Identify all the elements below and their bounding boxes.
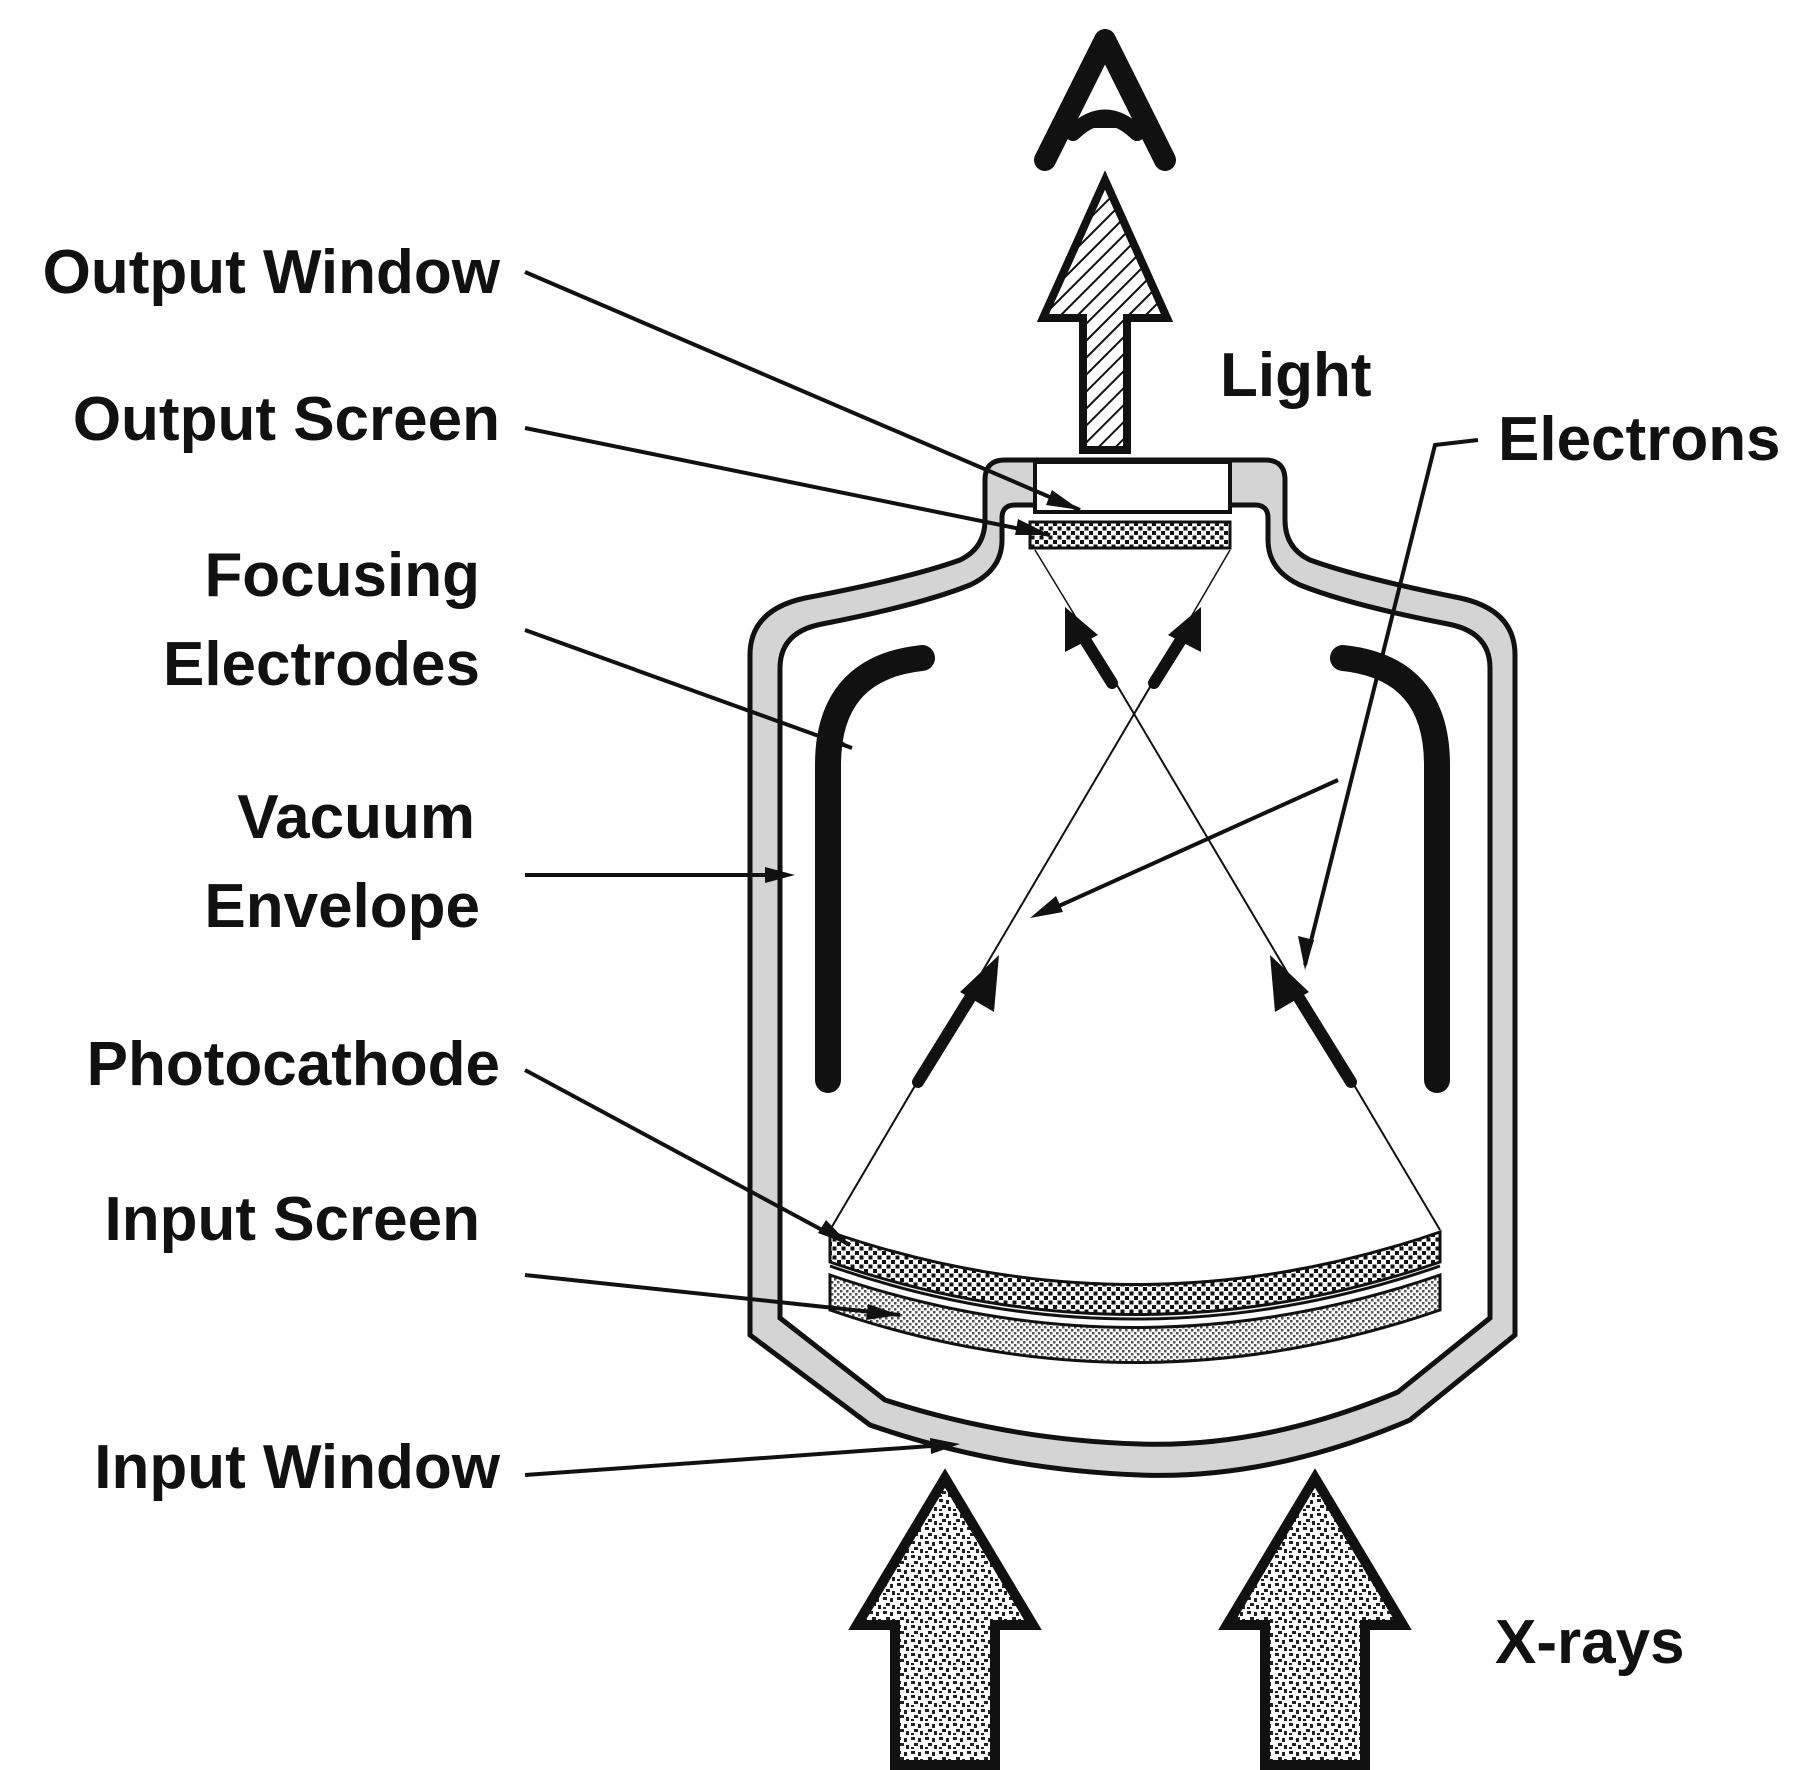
leader-arrowheads — [765, 490, 1314, 1454]
label-focusing-electrodes-line2: Electrodes — [163, 630, 480, 699]
label-input-screen: Input Screen — [104, 1185, 480, 1254]
light-arrow-icon — [1036, 170, 1174, 454]
photocathode — [828, 1229, 1442, 1316]
label-xrays: X-rays — [1495, 1608, 1685, 1677]
label-light: Light — [1220, 341, 1372, 410]
xray-arrow-right-icon — [1218, 1468, 1412, 1770]
xray-arrow-left-icon — [848, 1468, 1042, 1770]
vacuum-envelope — [747, 457, 1518, 1478]
focusing-electrode-right — [1330, 645, 1450, 1093]
label-focusing-electrodes-line1: Focusing — [204, 541, 480, 610]
label-electrons: Electrons — [1498, 405, 1781, 474]
label-output-screen: Output Screen — [73, 385, 500, 454]
label-photocathode: Photocathode — [87, 1030, 500, 1099]
electron-paths — [829, 549, 1441, 1231]
output-screen — [1028, 520, 1232, 550]
label-vacuum-envelope-line2: Envelope — [204, 872, 480, 941]
eye-icon — [1034, 29, 1176, 171]
focusing-electrode-left — [815, 645, 935, 1093]
electron-arrowheads — [960, 607, 1309, 1012]
label-vacuum-envelope-line1: Vacuum — [237, 783, 475, 852]
input-screen — [828, 1272, 1442, 1364]
label-output-window: Output Window — [43, 238, 501, 307]
leader-lines — [524, 270, 1479, 1477]
label-input-window: Input Window — [94, 1433, 501, 1502]
